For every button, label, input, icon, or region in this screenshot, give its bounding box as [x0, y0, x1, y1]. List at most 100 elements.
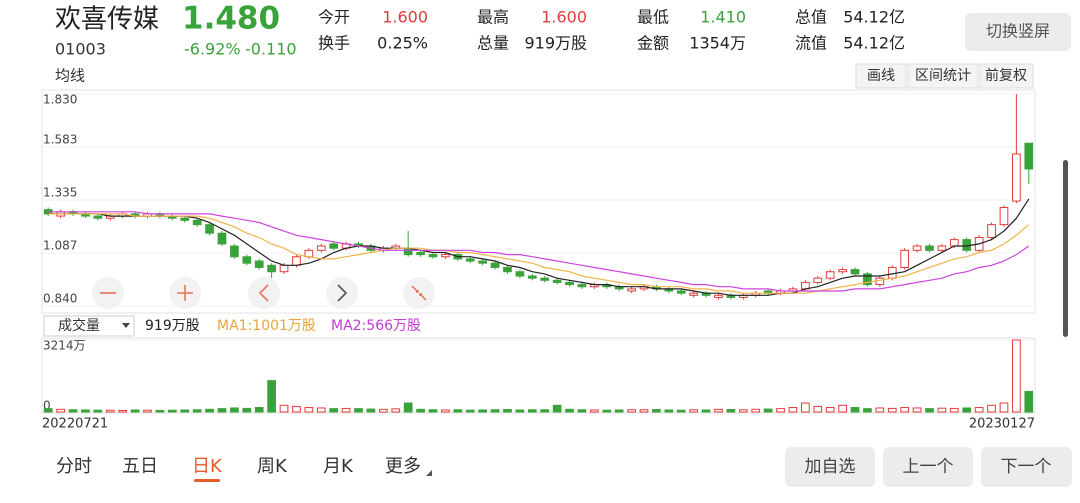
- tool-button[interactable]: [979, 63, 1034, 89]
- volume-bar: [751, 408, 761, 413]
- tool-button[interactable]: [855, 63, 907, 89]
- volume-bar: [999, 402, 1009, 413]
- tool-label[interactable]: 画线: [867, 68, 895, 84]
- volume-bar: [1012, 339, 1021, 413]
- volume-ma2: MA2:566万股: [331, 318, 421, 334]
- candle-body: [912, 245, 922, 251]
- volume-bar: [875, 407, 885, 413]
- volume-bar: [925, 408, 934, 413]
- zoom-controls[interactable]: [92, 277, 435, 309]
- price-layer: 0.840 1.087 1.335 1.583 1.830: [42, 93, 1035, 307]
- indicator-select[interactable]: [43, 315, 135, 337]
- volume-bar: [801, 402, 810, 413]
- stat-label: 总值: [795, 8, 827, 27]
- footer-label[interactable]: 加自选: [805, 457, 856, 477]
- indicator-label[interactable]: 成交量: [58, 317, 100, 334]
- volume-bar: [93, 409, 103, 413]
- volume-bar: [292, 405, 301, 413]
- volume-panel: [41, 337, 1036, 414]
- footer-button[interactable]: [785, 447, 875, 487]
- x-tick-label: 20230127: [969, 417, 1035, 432]
- footer-button[interactable]: [883, 447, 973, 487]
- candle-body: [254, 260, 264, 268]
- candle-body: [279, 264, 289, 273]
- candle-body: [230, 245, 239, 258]
- volume-bar: [503, 409, 512, 413]
- volume-bar: [552, 404, 562, 413]
- volume-bar: [180, 409, 190, 413]
- move-right[interactable]: [326, 277, 358, 309]
- volume-bar: [949, 407, 959, 413]
- dropdown-caret: [122, 323, 130, 328]
- candle-body: [416, 251, 425, 256]
- switch-button[interactable]: [965, 13, 1071, 51]
- candle-body: [565, 281, 574, 286]
- footer-label[interactable]: 上一个: [903, 457, 954, 477]
- candle-body: [242, 256, 252, 264]
- volume-bar: [602, 409, 612, 413]
- candle-body: [925, 245, 934, 251]
- volume-bar: [515, 409, 525, 413]
- period-tab[interactable]: 分时: [56, 456, 92, 477]
- volume-bar: [428, 409, 438, 413]
- volume-bar: [143, 409, 152, 413]
- volume-bar: [416, 408, 425, 413]
- candle-body: [1012, 153, 1021, 202]
- volume-bar: [1024, 390, 1034, 413]
- tab-underline: [194, 479, 220, 482]
- footer-label[interactable]: 下一个: [1001, 457, 1052, 477]
- volume-bar: [341, 407, 351, 413]
- volume-layer: 0 3214万: [42, 339, 1035, 413]
- volume-bar: [714, 408, 723, 413]
- stat-label: 流值: [795, 34, 827, 53]
- tool-label[interactable]: 前复权: [985, 67, 1027, 84]
- candle-body: [267, 264, 276, 273]
- volume-bar: [974, 407, 984, 413]
- volume-bar: [304, 407, 314, 413]
- footer-button[interactable]: [981, 447, 1072, 487]
- volume-bar: [838, 404, 847, 413]
- volume-bar: [565, 408, 574, 413]
- volume-bar: [987, 404, 996, 413]
- volume-bar: [676, 409, 686, 413]
- ma-line: [48, 198, 1030, 296]
- fullscreen[interactable]: [403, 277, 435, 309]
- x-tick-label: 20220721: [42, 417, 108, 432]
- switch-label[interactable]: 切换竖屏: [986, 22, 1050, 41]
- period-tab[interactable]: 五日: [122, 456, 158, 477]
- volume-bar: [403, 402, 413, 413]
- scrollbar[interactable]: [1063, 160, 1068, 337]
- candle-body: [217, 232, 227, 245]
- volume-bar: [639, 409, 649, 413]
- candle-body: [329, 243, 339, 249]
- stat-value: 1.600: [541, 8, 587, 27]
- stat-value: 919万股: [524, 34, 587, 53]
- ma-line: [48, 211, 1030, 292]
- volume-bar: [68, 409, 78, 413]
- move-left[interactable]: [248, 277, 280, 309]
- candle-body: [825, 271, 835, 279]
- period-tab[interactable]: 月K: [323, 456, 354, 477]
- candle-body: [540, 277, 550, 281]
- tool-button[interactable]: [907, 63, 979, 89]
- volume-bar: [105, 409, 115, 413]
- volume-bar: [391, 408, 401, 413]
- volume-bar: [118, 409, 128, 413]
- candle-body: [527, 275, 537, 279]
- volume-bar: [527, 409, 537, 413]
- volume-bar: [441, 409, 450, 413]
- stat-value: 0.25%: [377, 34, 428, 53]
- tool-label[interactable]: 区间统计: [915, 68, 971, 84]
- stat-label: 金额: [637, 34, 669, 53]
- period-tab[interactable]: 周K: [257, 456, 288, 477]
- period-tab[interactable]: 更多: [385, 456, 421, 477]
- stock-code: 01003: [55, 40, 106, 59]
- y-tick-label: 1.335: [43, 186, 77, 200]
- ma-label[interactable]: 均线: [55, 67, 85, 85]
- period-tab-active[interactable]: 日K: [192, 456, 223, 477]
- stat-value: 1354万: [689, 34, 746, 53]
- candle-body: [1024, 142, 1034, 170]
- volume-bar: [590, 409, 599, 413]
- volume-bar: [540, 409, 550, 413]
